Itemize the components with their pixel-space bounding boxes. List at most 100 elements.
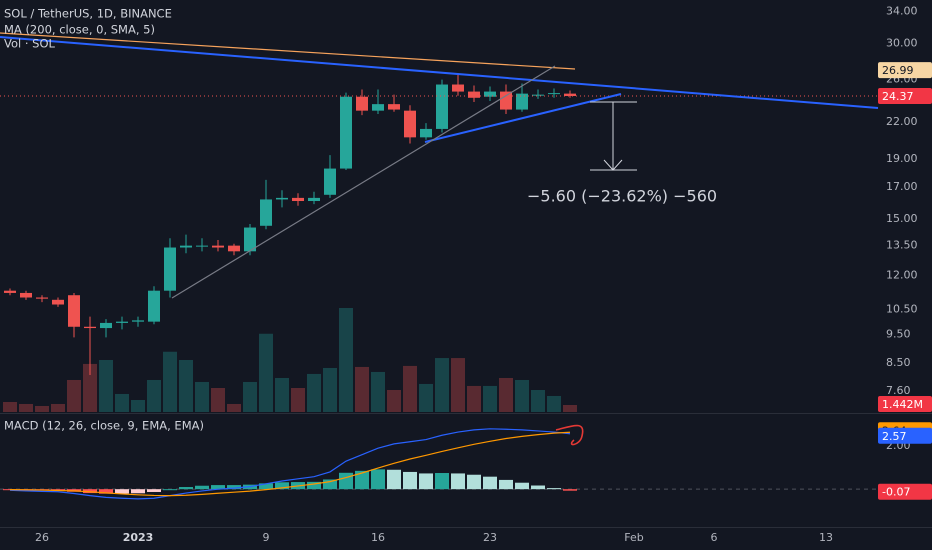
volume-bar	[467, 385, 481, 412]
macd-line	[9, 431, 571, 497]
volume-bar	[483, 385, 497, 412]
volume-bar	[515, 379, 529, 412]
y-tick-label: 9.50	[886, 328, 911, 341]
trend-line	[171, 65, 556, 299]
x-tick-label: 26	[35, 531, 49, 544]
volume-bar	[371, 371, 385, 412]
histogram-bar	[227, 485, 241, 490]
candle-body	[100, 322, 112, 329]
histogram-bar	[355, 470, 369, 490]
volume-bar	[19, 403, 33, 412]
volume-bar	[195, 381, 209, 412]
price-tag: 24.37	[882, 90, 914, 103]
candle-body	[324, 168, 336, 195]
x-tick-label: 23	[483, 531, 497, 544]
histogram-bar	[147, 489, 161, 492]
price-tag-bg	[878, 88, 932, 105]
histogram-bar	[195, 485, 209, 490]
histogram-bar	[163, 489, 177, 491]
histogram-bar	[179, 487, 193, 490]
volume-bar	[355, 366, 369, 412]
histogram-bar	[323, 479, 337, 490]
candle-body	[436, 84, 448, 129]
y-tick-label: 8.50	[886, 356, 911, 369]
chart-title: SOL / TetherUS, 1D, BINANCE	[4, 7, 172, 21]
y-tick-label: 17.00	[886, 180, 918, 193]
measure-arrowhead	[603, 159, 623, 171]
histogram-bar	[387, 469, 401, 490]
y-tick-label: 13.50	[886, 239, 918, 252]
candle-body	[548, 93, 560, 95]
histogram-bar	[307, 481, 321, 490]
volume-bar	[99, 360, 113, 412]
x-tick-label: Feb	[624, 531, 643, 544]
candle-body	[532, 94, 544, 96]
volume-bar	[259, 333, 273, 412]
y-tick-label: 12.00	[886, 268, 918, 281]
histogram-bar	[499, 479, 513, 490]
volume-bar	[35, 405, 49, 412]
y-tick-label: 15.00	[886, 212, 918, 225]
histogram-bar	[531, 485, 545, 490]
volume-bar	[147, 379, 161, 412]
histogram-bar	[483, 476, 497, 490]
y-tick-label: 22.00	[886, 115, 918, 128]
histogram-bar	[339, 472, 353, 490]
candle-body	[132, 320, 144, 322]
candle-body	[420, 128, 432, 138]
volume-bar	[339, 308, 353, 412]
candle-body	[244, 227, 256, 252]
histogram-bar	[451, 473, 465, 490]
candle-body	[180, 245, 192, 248]
volume-bar	[115, 393, 129, 412]
volume-bar	[291, 387, 305, 412]
hand-drawn-circle	[555, 424, 584, 446]
histogram-bar	[467, 474, 481, 490]
y-tick-label: 10.50	[886, 302, 918, 315]
y-tick-label: 7.60	[886, 384, 911, 397]
histogram-bar	[51, 489, 65, 491]
price-tag-bg	[878, 427, 932, 444]
x-tick-label: 6	[711, 531, 718, 544]
price-tag: 1.442M	[882, 398, 923, 411]
volume-bar	[67, 379, 81, 412]
candle-body	[388, 104, 400, 110]
histogram-bar	[259, 483, 273, 490]
volume-bar	[163, 351, 177, 412]
macd-line	[9, 428, 571, 500]
x-tick-label: 13	[819, 531, 833, 544]
volume-bar	[3, 401, 17, 412]
candle-body	[516, 93, 528, 110]
histogram-bar	[115, 489, 129, 494]
histogram-bar	[403, 471, 417, 490]
candle-body	[452, 84, 464, 92]
price-tag-bg	[878, 62, 932, 79]
measure-label: −5.60 (−23.62%) −560	[527, 187, 717, 206]
volume-bar	[179, 360, 193, 412]
volume-bar	[387, 389, 401, 412]
axis-layer: 34.0030.0026.0022.0019.0017.0015.0013.50…	[35, 5, 932, 544]
volume-bar	[403, 365, 417, 412]
candle-body	[292, 197, 304, 202]
volume-bar	[547, 395, 561, 412]
candle-body	[116, 321, 128, 323]
volume-bar	[531, 389, 545, 412]
volume-bar	[131, 399, 145, 412]
volume-bar	[451, 358, 465, 412]
histogram-bar	[371, 469, 385, 490]
candle-body	[196, 245, 208, 247]
price-tag-bg	[878, 483, 932, 500]
volume-bar	[211, 387, 225, 412]
histogram-bar	[211, 485, 225, 490]
candle-body	[340, 96, 352, 169]
price-tag: 26.99	[882, 64, 914, 77]
indicator-label: MACD (12, 26, close, 9, EMA, EMA)	[4, 419, 204, 433]
x-tick-label: 9	[263, 531, 270, 544]
ma-line	[0, 32, 576, 70]
candle-body	[228, 245, 240, 252]
candle-body	[404, 110, 416, 138]
histogram-bar	[515, 482, 529, 490]
volume-bar	[435, 358, 449, 412]
